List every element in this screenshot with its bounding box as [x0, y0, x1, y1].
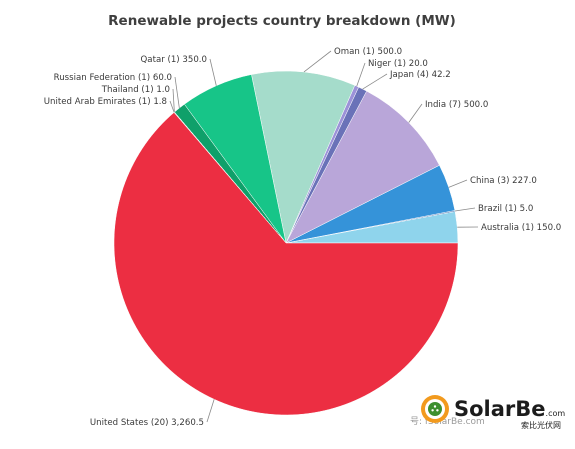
- leader-line: [169, 100, 175, 113]
- slice-label: India (7) 500.0: [425, 100, 488, 110]
- slice-label: Australia (1) 150.0: [481, 223, 561, 233]
- leader-line: [356, 62, 366, 87]
- slice-label: Thailand (1) 1.0: [101, 85, 170, 95]
- leader-line: [172, 88, 175, 113]
- slice-label: Oman (1) 500.0: [334, 47, 402, 57]
- logo-text: SolarBe.com: [454, 397, 565, 421]
- logo-text-domain: .com: [546, 409, 566, 418]
- leader-line: [303, 50, 332, 73]
- slice-label: Qatar (1) 350.0: [141, 55, 207, 65]
- slice-label: China (3) 227.0: [470, 176, 537, 186]
- leader-line: [362, 73, 388, 90]
- pie-slices: [113, 70, 459, 416]
- leader-line: [454, 207, 476, 212]
- pie-slice-united-states: [113, 112, 459, 416]
- leader-line: [209, 58, 217, 86]
- logo-text-sub: 索比光伏网: [521, 420, 561, 430]
- watermark-text: 号: fSolarBe.com: [410, 416, 485, 427]
- chart-title: Renewable projects country breakdown (MW…: [108, 13, 456, 29]
- solarbe-logo: SolarBe.com 索比光伏网: [421, 395, 565, 430]
- leader-line: [206, 399, 215, 423]
- slice-label: Russian Federation (1) 60.0: [54, 73, 172, 83]
- leader-line: [448, 179, 468, 188]
- slice-label: Niger (1) 20.0: [368, 59, 428, 69]
- leader-line: [174, 76, 180, 109]
- logo-text-main: SolarBe: [454, 397, 546, 421]
- slice-label: United Arab Emirates (1) 1.8: [44, 97, 167, 107]
- slice-label: United States (20) 3,260.5: [90, 418, 204, 428]
- slice-label: Brazil (1) 5.0: [478, 204, 533, 214]
- slice-label: Japan (4) 42.2: [389, 70, 451, 80]
- leader-line: [408, 103, 423, 123]
- slice-labels: Australia (1) 150.0 Brazil (1) 5.0 China (…: [44, 47, 562, 428]
- sunflower-icon: [421, 395, 449, 423]
- leader-lines: [169, 50, 479, 423]
